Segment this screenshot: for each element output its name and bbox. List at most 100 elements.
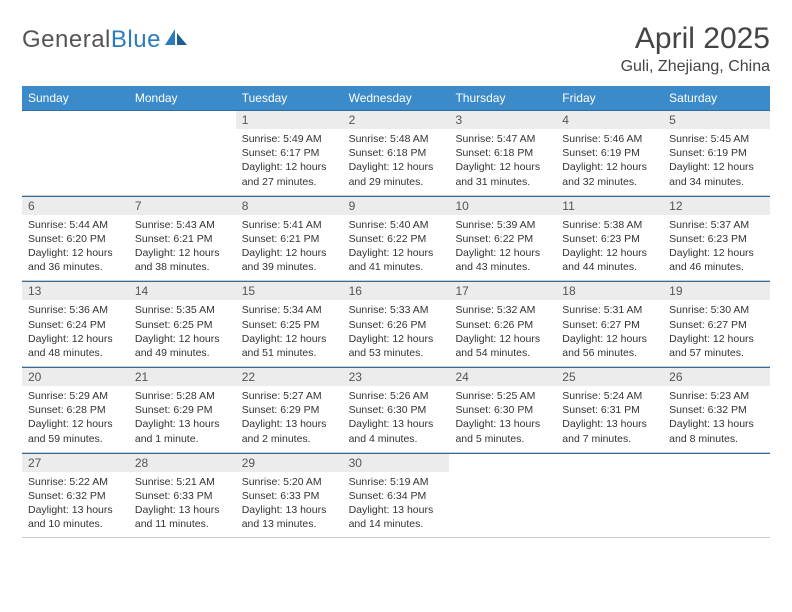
- daylight-text: Daylight: 12 hours and 51 minutes.: [242, 332, 337, 360]
- day-number: 30: [343, 454, 450, 472]
- sunrise-text: Sunrise: 5:30 AM: [669, 303, 764, 317]
- day-number: 2: [343, 111, 450, 129]
- sunrise-text: Sunrise: 5:37 AM: [669, 218, 764, 232]
- day-cell: [22, 111, 129, 195]
- day-content: Sunrise: 5:49 AMSunset: 6:17 PMDaylight:…: [236, 129, 343, 195]
- daylight-text: Daylight: 12 hours and 29 minutes.: [349, 160, 444, 188]
- daylight-text: Daylight: 12 hours and 44 minutes.: [562, 246, 657, 274]
- daylight-text: Daylight: 12 hours and 31 minutes.: [455, 160, 550, 188]
- day-number: 27: [22, 454, 129, 472]
- day-header: Monday: [129, 86, 236, 110]
- day-number: 14: [129, 282, 236, 300]
- sunrise-text: Sunrise: 5:33 AM: [349, 303, 444, 317]
- daylight-text: Daylight: 13 hours and 10 minutes.: [28, 503, 123, 531]
- sunrise-text: Sunrise: 5:32 AM: [455, 303, 550, 317]
- daylight-text: Daylight: 13 hours and 4 minutes.: [349, 417, 444, 445]
- day-cell: [129, 111, 236, 195]
- day-cell: 19Sunrise: 5:30 AMSunset: 6:27 PMDayligh…: [663, 282, 770, 366]
- day-content: Sunrise: 5:31 AMSunset: 6:27 PMDaylight:…: [556, 300, 663, 366]
- daylight-text: Daylight: 13 hours and 1 minute.: [135, 417, 230, 445]
- daylight-text: Daylight: 13 hours and 5 minutes.: [455, 417, 550, 445]
- day-cell: 6Sunrise: 5:44 AMSunset: 6:20 PMDaylight…: [22, 197, 129, 281]
- sunset-text: Sunset: 6:26 PM: [455, 318, 550, 332]
- sunrise-text: Sunrise: 5:31 AM: [562, 303, 657, 317]
- day-header: Wednesday: [343, 86, 450, 110]
- sunset-text: Sunset: 6:18 PM: [349, 146, 444, 160]
- day-cell: 10Sunrise: 5:39 AMSunset: 6:22 PMDayligh…: [449, 197, 556, 281]
- header: GeneralBlue April 2025 Guli, Zhejiang, C…: [22, 22, 770, 76]
- day-cell: 3Sunrise: 5:47 AMSunset: 6:18 PMDaylight…: [449, 111, 556, 195]
- day-content: Sunrise: 5:30 AMSunset: 6:27 PMDaylight:…: [663, 300, 770, 366]
- day-cell: 23Sunrise: 5:26 AMSunset: 6:30 PMDayligh…: [343, 368, 450, 452]
- sunset-text: Sunset: 6:22 PM: [455, 232, 550, 246]
- sunset-text: Sunset: 6:19 PM: [669, 146, 764, 160]
- day-cell: 22Sunrise: 5:27 AMSunset: 6:29 PMDayligh…: [236, 368, 343, 452]
- day-content: Sunrise: 5:37 AMSunset: 6:23 PMDaylight:…: [663, 215, 770, 281]
- daylight-text: Daylight: 12 hours and 38 minutes.: [135, 246, 230, 274]
- daylight-text: Daylight: 12 hours and 43 minutes.: [455, 246, 550, 274]
- sunrise-text: Sunrise: 5:23 AM: [669, 389, 764, 403]
- day-number: 24: [449, 368, 556, 386]
- sunset-text: Sunset: 6:21 PM: [135, 232, 230, 246]
- logo: GeneralBlue: [22, 26, 189, 54]
- daylight-text: Daylight: 12 hours and 54 minutes.: [455, 332, 550, 360]
- daylight-text: Daylight: 12 hours and 41 minutes.: [349, 246, 444, 274]
- day-content: Sunrise: 5:21 AMSunset: 6:33 PMDaylight:…: [129, 472, 236, 538]
- day-number: 9: [343, 197, 450, 215]
- day-header: Tuesday: [236, 86, 343, 110]
- sunset-text: Sunset: 6:23 PM: [562, 232, 657, 246]
- page-subtitle: Guli, Zhejiang, China: [621, 58, 770, 76]
- day-number: 21: [129, 368, 236, 386]
- sunrise-text: Sunrise: 5:40 AM: [349, 218, 444, 232]
- sunset-text: Sunset: 6:33 PM: [135, 489, 230, 503]
- day-number: 5: [663, 111, 770, 129]
- day-cell: 4Sunrise: 5:46 AMSunset: 6:19 PMDaylight…: [556, 111, 663, 195]
- day-cell: 16Sunrise: 5:33 AMSunset: 6:26 PMDayligh…: [343, 282, 450, 366]
- day-content: Sunrise: 5:20 AMSunset: 6:33 PMDaylight:…: [236, 472, 343, 538]
- day-cell: [663, 454, 770, 538]
- day-cell: 1Sunrise: 5:49 AMSunset: 6:17 PMDaylight…: [236, 111, 343, 195]
- sunrise-text: Sunrise: 5:49 AM: [242, 132, 337, 146]
- logo-text: GeneralBlue: [22, 26, 161, 54]
- day-number: 28: [129, 454, 236, 472]
- day-header: Thursday: [449, 86, 556, 110]
- calendar-page: GeneralBlue April 2025 Guli, Zhejiang, C…: [0, 0, 792, 548]
- day-header: Friday: [556, 86, 663, 110]
- calendar-grid: SundayMondayTuesdayWednesdayThursdayFrid…: [22, 86, 770, 538]
- day-content: Sunrise: 5:47 AMSunset: 6:18 PMDaylight:…: [449, 129, 556, 195]
- sunrise-text: Sunrise: 5:39 AM: [455, 218, 550, 232]
- day-content: Sunrise: 5:34 AMSunset: 6:25 PMDaylight:…: [236, 300, 343, 366]
- sunset-text: Sunset: 6:25 PM: [242, 318, 337, 332]
- daylight-text: Daylight: 12 hours and 36 minutes.: [28, 246, 123, 274]
- day-cell: 26Sunrise: 5:23 AMSunset: 6:32 PMDayligh…: [663, 368, 770, 452]
- day-cell: 15Sunrise: 5:34 AMSunset: 6:25 PMDayligh…: [236, 282, 343, 366]
- day-content: Sunrise: 5:45 AMSunset: 6:19 PMDaylight:…: [663, 129, 770, 195]
- day-content: Sunrise: 5:28 AMSunset: 6:29 PMDaylight:…: [129, 386, 236, 452]
- day-content: Sunrise: 5:40 AMSunset: 6:22 PMDaylight:…: [343, 215, 450, 281]
- sunrise-text: Sunrise: 5:24 AM: [562, 389, 657, 403]
- sunrise-text: Sunrise: 5:22 AM: [28, 475, 123, 489]
- daylight-text: Daylight: 12 hours and 46 minutes.: [669, 246, 764, 274]
- day-content: Sunrise: 5:36 AMSunset: 6:24 PMDaylight:…: [22, 300, 129, 366]
- day-content: Sunrise: 5:41 AMSunset: 6:21 PMDaylight:…: [236, 215, 343, 281]
- day-cell: [449, 454, 556, 538]
- daylight-text: Daylight: 12 hours and 57 minutes.: [669, 332, 764, 360]
- day-cell: 30Sunrise: 5:19 AMSunset: 6:34 PMDayligh…: [343, 454, 450, 538]
- sunset-text: Sunset: 6:21 PM: [242, 232, 337, 246]
- sunset-text: Sunset: 6:34 PM: [349, 489, 444, 503]
- day-content: Sunrise: 5:25 AMSunset: 6:30 PMDaylight:…: [449, 386, 556, 452]
- sunset-text: Sunset: 6:19 PM: [562, 146, 657, 160]
- sunset-text: Sunset: 6:18 PM: [455, 146, 550, 160]
- day-cell: 27Sunrise: 5:22 AMSunset: 6:32 PMDayligh…: [22, 454, 129, 538]
- sunset-text: Sunset: 6:27 PM: [562, 318, 657, 332]
- week-row: 6Sunrise: 5:44 AMSunset: 6:20 PMDaylight…: [22, 196, 770, 282]
- daylight-text: Daylight: 13 hours and 2 minutes.: [242, 417, 337, 445]
- sunset-text: Sunset: 6:22 PM: [349, 232, 444, 246]
- day-cell: 5Sunrise: 5:45 AMSunset: 6:19 PMDaylight…: [663, 111, 770, 195]
- sunrise-text: Sunrise: 5:46 AM: [562, 132, 657, 146]
- day-content: Sunrise: 5:22 AMSunset: 6:32 PMDaylight:…: [22, 472, 129, 538]
- day-header: Sunday: [22, 86, 129, 110]
- week-row: 27Sunrise: 5:22 AMSunset: 6:32 PMDayligh…: [22, 453, 770, 539]
- sunset-text: Sunset: 6:27 PM: [669, 318, 764, 332]
- sunrise-text: Sunrise: 5:35 AM: [135, 303, 230, 317]
